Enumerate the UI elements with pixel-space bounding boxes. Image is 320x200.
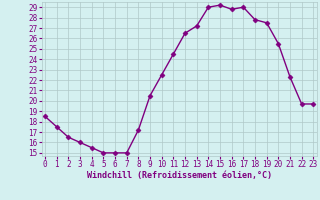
- X-axis label: Windchill (Refroidissement éolien,°C): Windchill (Refroidissement éolien,°C): [87, 171, 272, 180]
